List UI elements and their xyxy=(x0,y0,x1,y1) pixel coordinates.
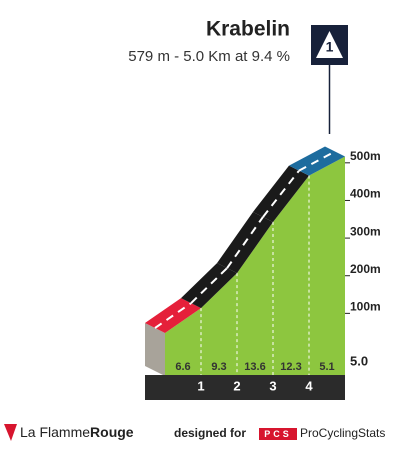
designed-for: designed for xyxy=(174,426,246,440)
brand-light: La Flamme xyxy=(20,424,90,440)
segment-face xyxy=(165,308,201,375)
gradient-label: 9.3 xyxy=(211,361,226,373)
km-label: 4 xyxy=(305,378,313,393)
segment-face xyxy=(237,221,273,375)
site-name: ProCyclingStats xyxy=(300,426,385,440)
title: Krabelin xyxy=(206,18,290,41)
km-label: 2 xyxy=(233,378,240,393)
flag-icon xyxy=(4,424,17,441)
y-tick-label: 100m xyxy=(350,300,381,314)
logo-text: PCS xyxy=(264,429,292,439)
ridge-dash xyxy=(262,170,300,218)
y-tick-label: 500m xyxy=(350,149,381,163)
km-label: 3 xyxy=(269,378,276,393)
gradient-label: 12.3 xyxy=(280,361,301,373)
footer: La FlammeRouge designed for PCS ProCycli… xyxy=(4,424,385,441)
segment-face xyxy=(309,156,345,375)
ridge-dash xyxy=(154,302,192,329)
gradient-label: 5.1 xyxy=(319,361,334,373)
logo-box xyxy=(259,428,297,440)
base-strip xyxy=(145,375,345,400)
ridge-dash xyxy=(298,150,336,172)
category-triangle xyxy=(316,31,343,58)
segment-ridge xyxy=(181,263,237,309)
km-label: 1 xyxy=(197,378,204,393)
side-panel xyxy=(145,323,165,376)
distance-label: 5.0 xyxy=(350,353,368,368)
gradient-label: 6.6 xyxy=(175,361,190,373)
y-tick-label: 200m xyxy=(350,262,381,276)
segment-face xyxy=(201,273,237,375)
gradient-label: 13.6 xyxy=(244,361,265,373)
ridge-dash xyxy=(226,216,264,269)
subtitle: 579 m - 5.0 Km at 9.4 % xyxy=(128,48,290,65)
footer-brand: La FlammeRouge xyxy=(20,424,134,440)
segment-face xyxy=(273,175,309,375)
y-tick-label: 400m xyxy=(350,187,381,201)
category-label: 1 xyxy=(326,39,334,55)
y-tick-label: 300m xyxy=(350,224,381,238)
brand-bold: Rouge xyxy=(90,424,134,440)
